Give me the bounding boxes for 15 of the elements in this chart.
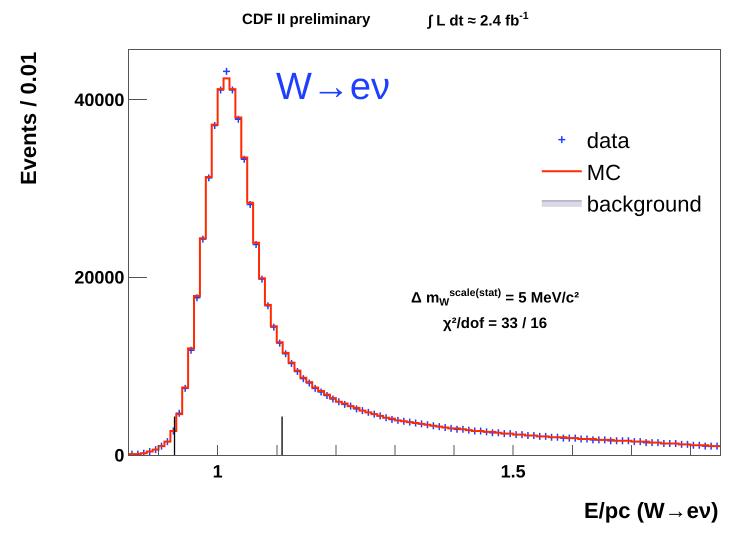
y-tick-label: 40000 (74, 90, 124, 110)
chart-title: CDF II preliminary (242, 11, 372, 28)
legend-label: data (586, 128, 630, 154)
y-axis-title: Events / 0.01 (16, 52, 42, 186)
x-axis-title: E/pc (W→eν) (584, 498, 718, 523)
legend-label: MC (586, 160, 622, 185)
legend-label: background (586, 191, 702, 216)
annotation: W→eν (276, 66, 390, 108)
y-tick-label: 0 (114, 445, 124, 466)
x-tick-label: 1 (212, 462, 223, 482)
x-tick-label: 1.5 (500, 462, 526, 482)
annotation: Δ m$_{W}$$^{scale(stat)}$ = 5 MeV/c² (411, 287, 580, 308)
chart-subtitle: ∫ L dt ≈ 2.4 fb$^{-1}$ (427, 10, 529, 30)
y-tick-label: 20000 (74, 268, 124, 288)
annotation: χ²/dof = 33 / 16 (443, 315, 548, 332)
